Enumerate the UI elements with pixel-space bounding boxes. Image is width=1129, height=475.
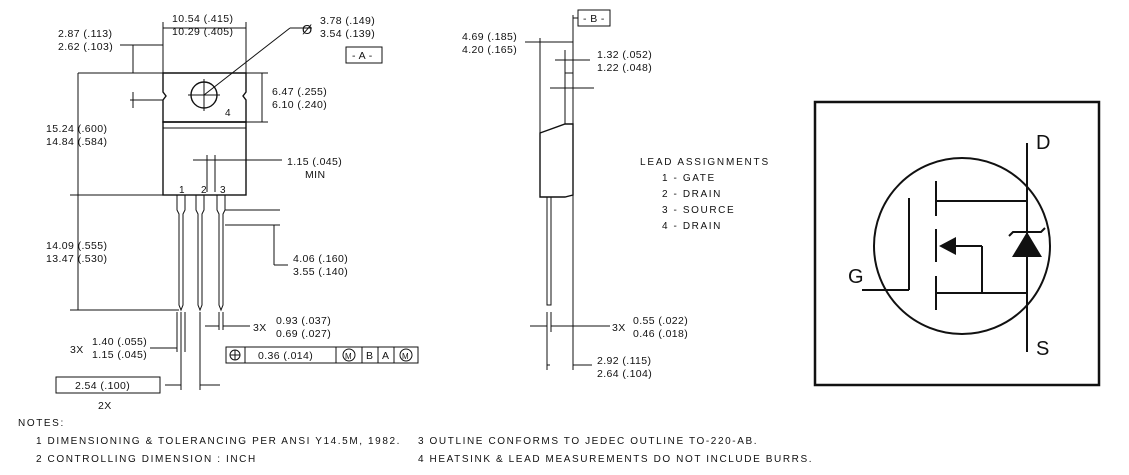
datum-b-box xyxy=(577,9,611,27)
pin-3-label: 3 xyxy=(220,185,226,196)
note-4: 4 HEATSINK & LEAD MEASUREMENTS DO NOT IN… xyxy=(418,454,813,465)
note-2: 2 CONTROLLING DIMENSION : INCH xyxy=(36,454,257,465)
gate-label: G xyxy=(848,266,864,288)
note-3: 3 OUTLINE CONFORMS TO JEDEC OUTLINE TO-2… xyxy=(418,436,758,447)
side-tab-thick-top: 1.32 (.052) xyxy=(597,49,652,61)
lead-assignment-2: 2 - DRAIN xyxy=(662,189,722,200)
symbol-frame xyxy=(813,100,1101,387)
mmc-circle-1 xyxy=(342,348,356,362)
side-depth-bot: 4.20 (.165) xyxy=(462,44,517,56)
channel-arrow-icon xyxy=(939,237,956,255)
tab-height-top: 6.47 (.255) xyxy=(272,86,327,98)
tab-height-bot: 6.10 (.240) xyxy=(272,99,327,111)
phi-symbol: Ø xyxy=(302,22,313,37)
fcf-tolerance: 0.36 (.014) xyxy=(258,350,313,362)
lead-width-bot: 0.69 (.027) xyxy=(276,328,331,340)
pin-4-label: 4 xyxy=(225,108,231,119)
note-1: 1 DIMENSIONING & TOLERANCING PER ANSI Y1… xyxy=(36,436,401,447)
front-view: 1 2 3 4 10.54 (.415) 10.29 (.405) 2.87 (… xyxy=(46,13,419,412)
side-offset-bot: 2.64 (.104) xyxy=(597,368,652,380)
lead-step-bot: 3.55 (.140) xyxy=(293,266,348,278)
shoulder-prefix: 3X xyxy=(70,344,84,356)
datum-a: - A - xyxy=(352,50,373,62)
lead-assignments-title: LEAD ASSIGNMENTS xyxy=(640,157,770,168)
leads xyxy=(176,195,226,312)
symbol-circle xyxy=(873,157,1051,335)
hole-dia-top: 3.78 (.149) xyxy=(320,15,375,27)
side-depth-top: 4.69 (.185) xyxy=(462,31,517,43)
fcf-datum-a: A xyxy=(382,350,389,362)
datum-b: - B - xyxy=(583,13,605,25)
lead-width-top: 0.93 (.037) xyxy=(276,315,331,327)
body-width-top: 10.54 (.415) xyxy=(172,13,233,25)
tab-thickness-top: 2.87 (.113) xyxy=(58,28,112,40)
lead-step-top: 4.06 (.160) xyxy=(293,253,348,265)
lead-assignment-1: 1 - GATE xyxy=(662,173,716,184)
side-tab xyxy=(564,59,574,125)
feature-control-frame: 0.36 (.014) M B A M xyxy=(225,346,419,364)
min-lead-spacing: 1.15 (.045) xyxy=(287,156,342,168)
pin-2-label: 2 xyxy=(201,185,207,196)
shoulder-width-top: 1.40 (.055) xyxy=(92,336,147,348)
pitch-box xyxy=(55,376,161,394)
lead-width-prefix: 3X xyxy=(253,322,267,334)
pitch-count: 2X xyxy=(98,400,112,412)
pin-1-label: 1 xyxy=(179,185,185,196)
lead-assignment-3: 3 - SOURCE xyxy=(662,205,735,216)
lead-pitch: 2.54 (.100) xyxy=(75,380,130,392)
body-width-bot: 10.29 (.405) xyxy=(172,26,233,38)
side-offset-top: 2.92 (.115) xyxy=(597,355,651,367)
lead-assignments: LEAD ASSIGNMENTS 1 - GATE 2 - DRAIN 3 - … xyxy=(640,157,770,232)
min-label: MIN xyxy=(305,169,325,181)
side-lead xyxy=(546,196,552,306)
side-lead-thick-bot: 0.46 (.018) xyxy=(633,328,688,340)
lead-length-top: 14.09 (.555) xyxy=(46,240,107,252)
body-diode-icon xyxy=(1012,232,1042,257)
fcf-datum-b: B xyxy=(366,350,373,362)
notes-title: NOTES: xyxy=(18,418,65,429)
body-height-top: 15.24 (.600) xyxy=(46,123,107,135)
notes: NOTES: 1 DIMENSIONING & TOLERANCING PER … xyxy=(18,418,813,465)
side-view: 4.69 (.185) 4.20 (.165) - B - 1.32 (.052… xyxy=(462,9,688,380)
side-body xyxy=(539,123,574,198)
fcf-mmc-2: M xyxy=(402,352,409,361)
source-label: S xyxy=(1036,338,1049,360)
hole-dia-bot: 3.54 (.139) xyxy=(320,28,375,40)
lead-length-bot: 13.47 (.530) xyxy=(46,253,107,265)
datum-a-box xyxy=(345,46,383,64)
side-tab-thick-bot: 1.22 (.048) xyxy=(597,62,652,74)
shoulder-width-bot: 1.15 (.045) xyxy=(92,349,147,361)
mosfet-symbol: D G S xyxy=(813,100,1101,387)
tab-thickness-bot: 2.62 (.103) xyxy=(58,41,113,53)
drain-label: D xyxy=(1036,132,1050,154)
fcf-mmc-1: M xyxy=(345,352,352,361)
side-lead-prefix: 3X xyxy=(612,322,626,334)
lead-assignment-4: 4 - DRAIN xyxy=(662,221,722,232)
side-lead-thick-top: 0.55 (.022) xyxy=(633,315,688,327)
body-height-bot: 14.84 (.584) xyxy=(46,136,107,148)
mmc-circle-2 xyxy=(399,348,413,362)
